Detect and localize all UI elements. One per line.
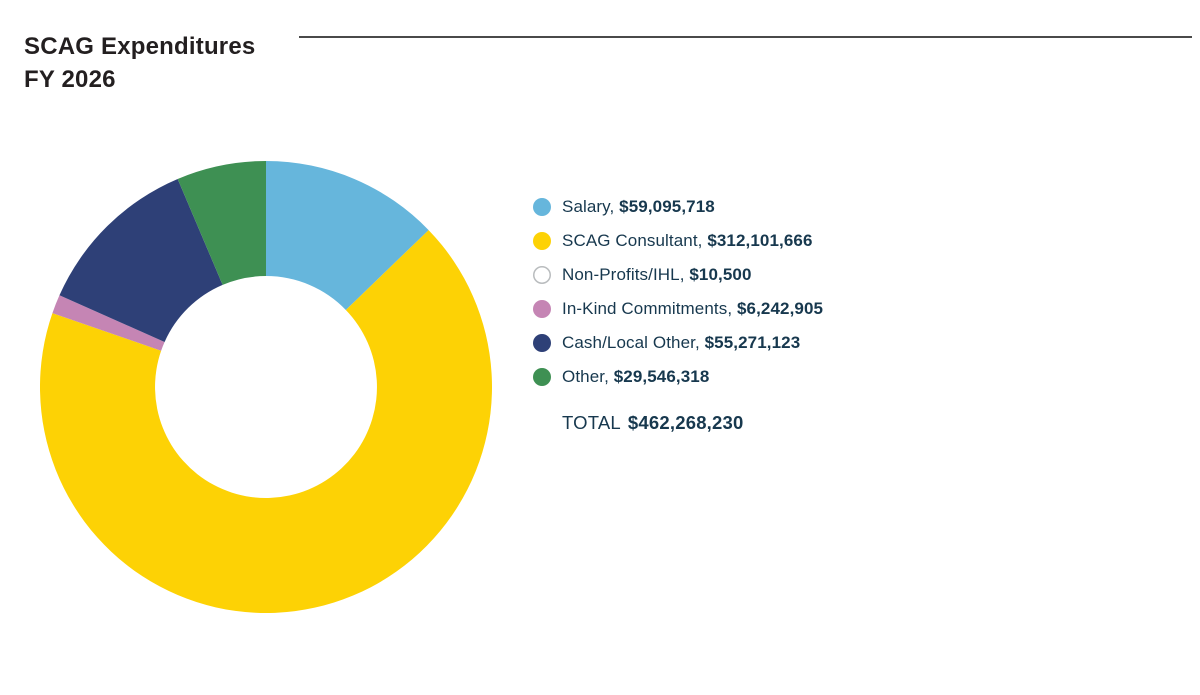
legend-entry-value: $10,500	[689, 265, 752, 284]
donut-chart	[40, 161, 492, 613]
legend-item-cash-local-other: Cash/Local Other, $55,271,123	[533, 326, 823, 360]
legend-entry-text: Non-Profits/IHL, $10,500	[562, 265, 752, 285]
legend-entry-value: $312,101,666	[707, 231, 813, 250]
total-value: $462,268,230	[627, 412, 744, 433]
legend-item-scag-consultant: SCAG Consultant, $312,101,666	[533, 224, 823, 258]
donut-slice-cash-local-other	[59, 178, 223, 342]
legend-entry-text: Cash/Local Other, $55,271,123	[562, 333, 800, 353]
donut-slice-non-profits-ihl	[52, 313, 162, 351]
legend: Salary, $59,095,718 SCAG Consultant, $312…	[533, 190, 823, 440]
chart-title: SCAG Expenditures FY 2026	[24, 30, 255, 96]
legend-swatch-icon	[533, 198, 551, 216]
legend-item-salary: Salary, $59,095,718	[533, 190, 823, 224]
legend-swatch-icon	[533, 300, 551, 318]
donut-slice-in-kind-commitments	[52, 295, 165, 351]
legend-entry-value: $59,095,718	[619, 197, 715, 216]
legend-swatch-icon	[533, 368, 551, 386]
donut-chart-container	[40, 161, 492, 613]
donut-slice-scag-consultant	[40, 230, 492, 613]
total-label: TOTAL	[562, 412, 621, 433]
legend-entry-label: Cash/Local Other,	[562, 333, 705, 352]
chart-title-line2: FY 2026	[24, 66, 116, 93]
legend-entry-label: Other,	[562, 367, 614, 386]
legend-item-other: Other, $29,546,318	[533, 360, 823, 394]
legend-swatch-icon	[533, 232, 551, 250]
legend-entry-text: In-Kind Commitments, $6,242,905	[562, 299, 823, 319]
legend-entry-text: SCAG Consultant, $312,101,666	[562, 231, 813, 251]
legend-item-non-profits-ihl: Non-Profits/IHL, $10,500	[533, 258, 823, 292]
header-rule	[299, 36, 1192, 38]
legend-entry-text: Other, $29,546,318	[562, 367, 709, 387]
donut-slice-other	[177, 161, 266, 285]
chart-title-line1: SCAG Expenditures	[24, 33, 256, 60]
legend-entry-label: Salary,	[562, 197, 620, 216]
legend-entry-value: $6,242,905	[736, 299, 824, 318]
legend-swatch-icon	[533, 266, 551, 284]
legend-swatch-icon	[533, 334, 551, 352]
legend-total: TOTAL $462,268,230	[562, 406, 823, 440]
legend-entry-text: Salary, $59,095,718	[562, 197, 715, 217]
legend-entry-value: $29,546,318	[613, 367, 710, 386]
legend-entry-label: SCAG Consultant,	[562, 231, 708, 250]
legend-item-in-kind-commitments: In-Kind Commitments, $6,242,905	[533, 292, 823, 326]
legend-entry-label: In-Kind Commitments,	[562, 299, 737, 318]
legend-entry-label: Non-Profits/IHL,	[562, 265, 690, 284]
donut-slice-salary	[266, 161, 429, 310]
legend-entry-value: $55,271,123	[704, 333, 801, 352]
